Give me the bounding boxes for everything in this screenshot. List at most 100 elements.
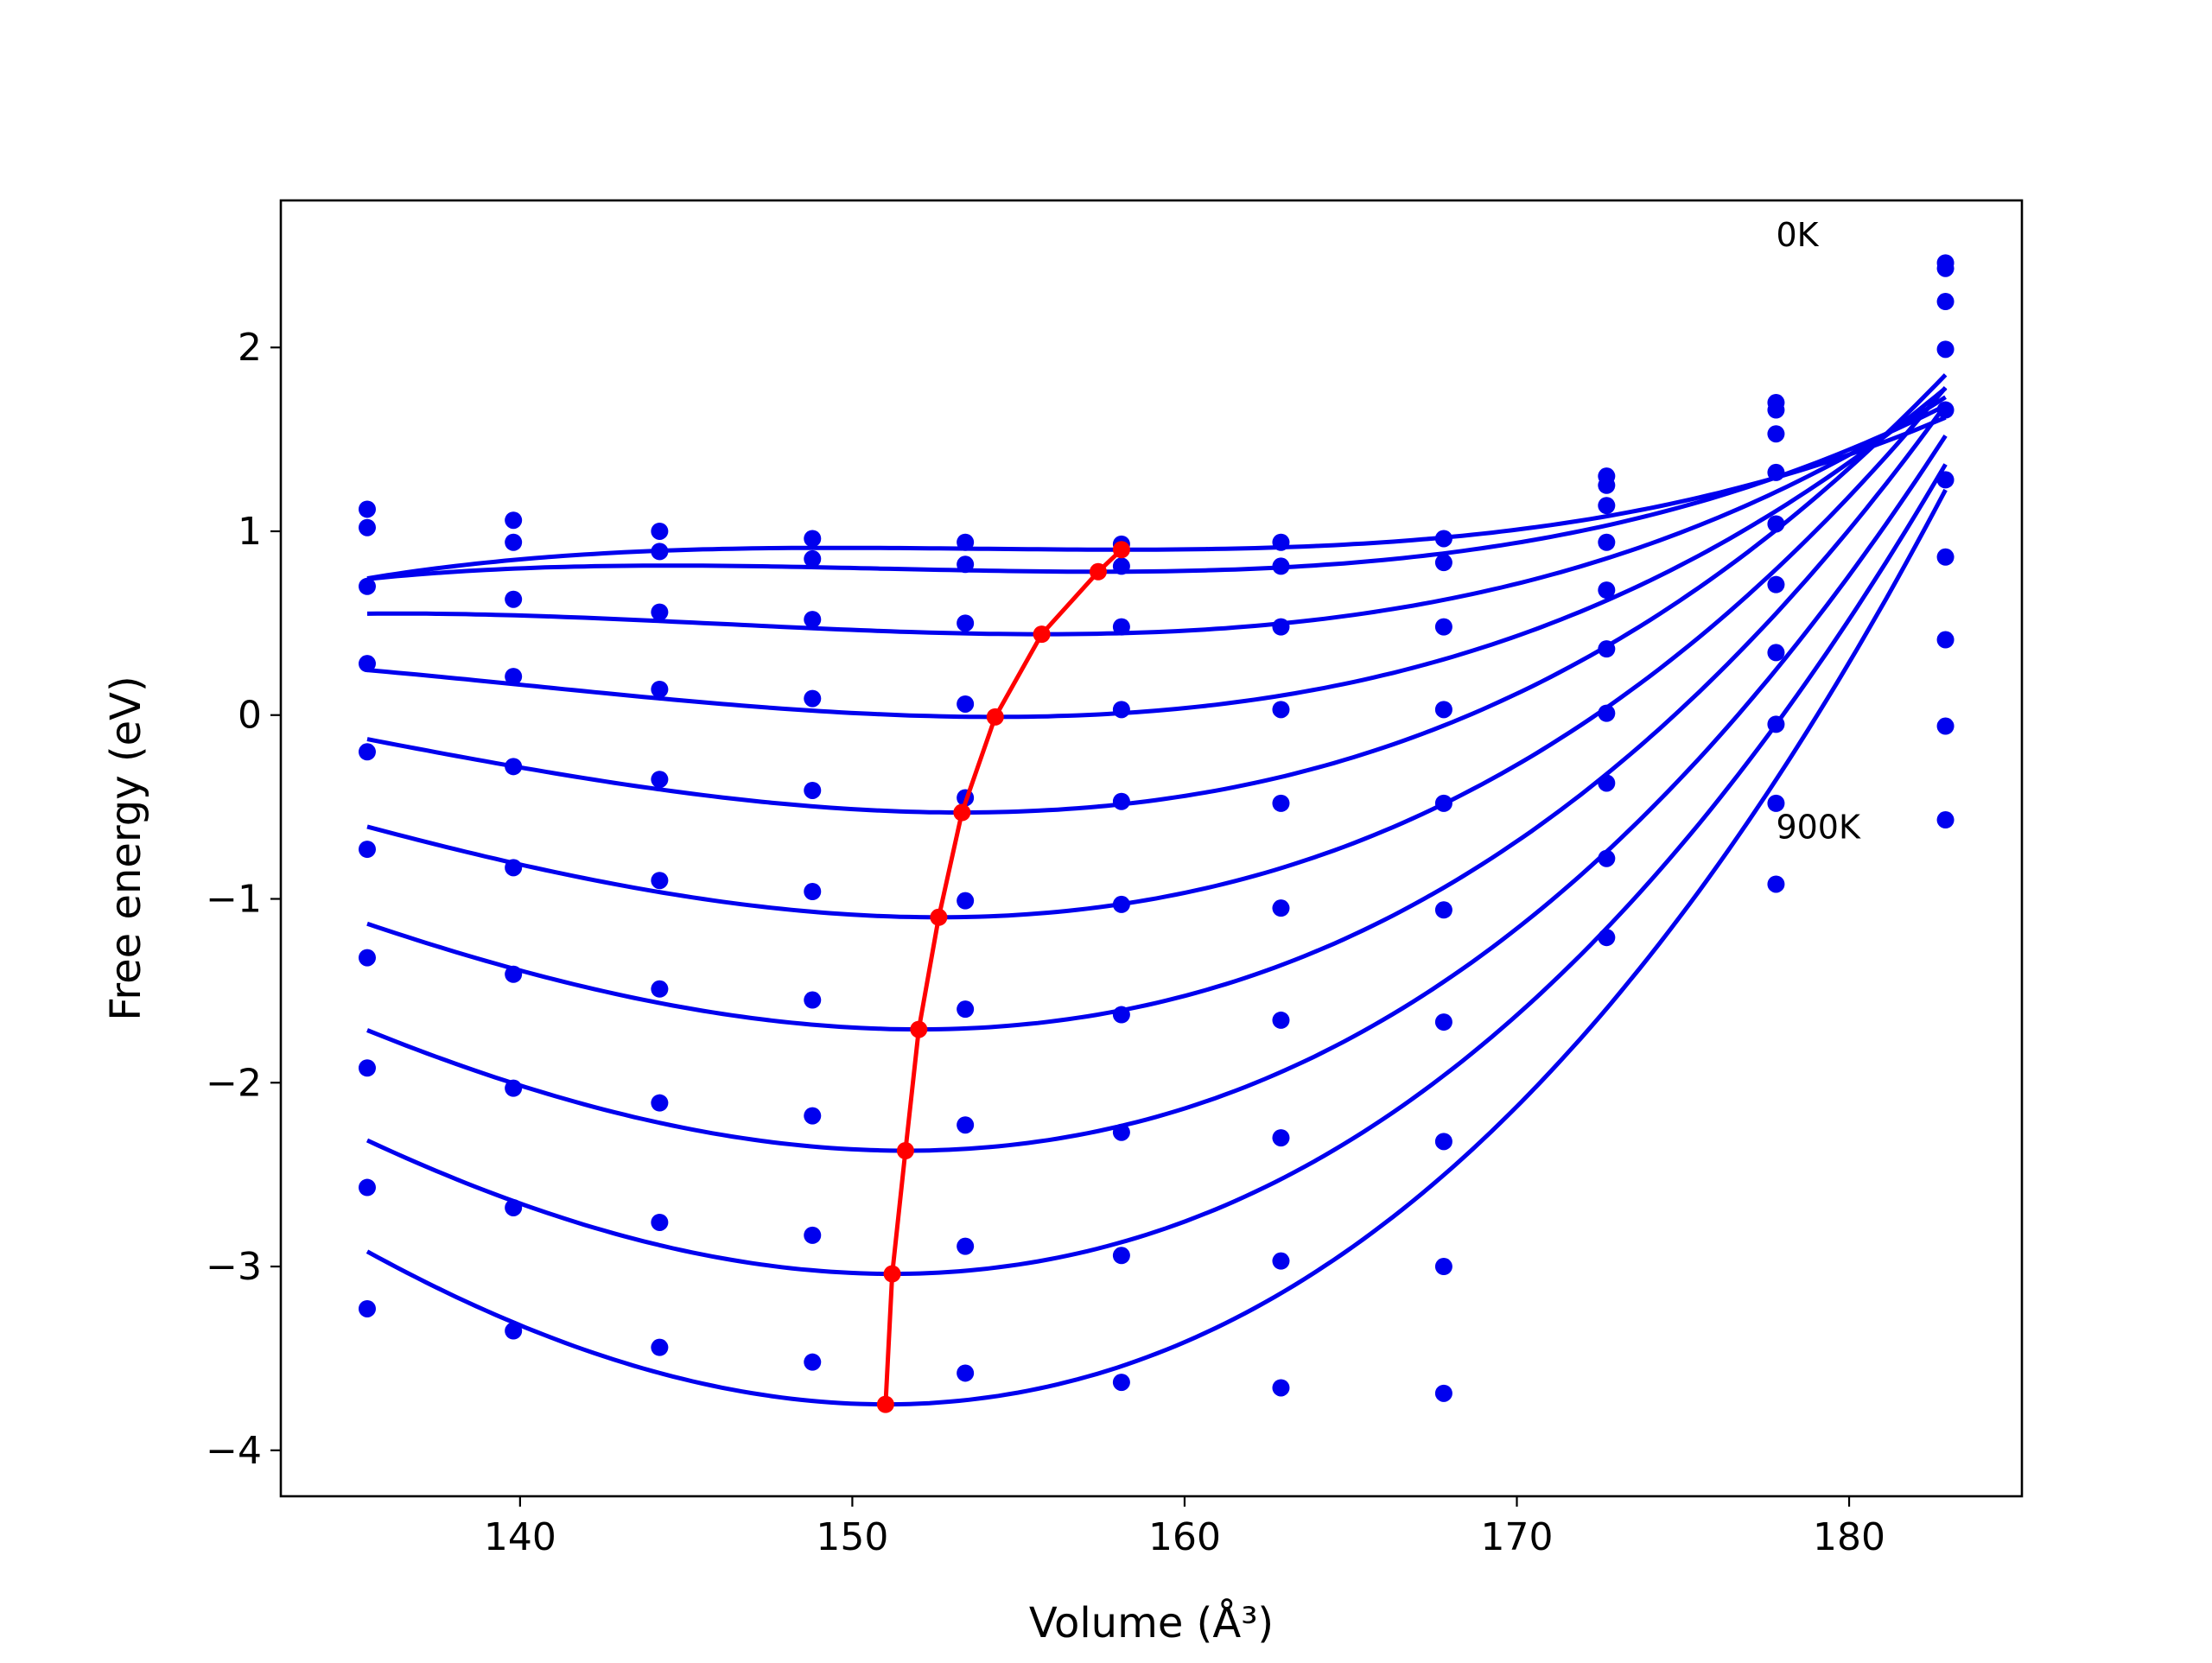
data-point-series-8-1 [505, 1198, 523, 1216]
data-point-series-4-8 [1598, 581, 1616, 600]
data-point-series-3-3 [804, 689, 822, 708]
data-point-series-2-10 [1936, 293, 1955, 311]
data-point-series-4-6 [1272, 794, 1290, 812]
y-tick-label-1: −3 [206, 1245, 262, 1289]
y-tick-label-5: 1 [238, 510, 262, 554]
data-point-series-0-3 [804, 530, 822, 548]
axis-ticks: 140 150 160 170 180 −4 −3 −2 −1 0 1 2 [206, 326, 1885, 1559]
data-point-series-1-5 [1112, 557, 1130, 575]
data-point-series-2-8 [1598, 497, 1616, 515]
data-point-series-4-2 [651, 771, 669, 789]
data-point-series-1-6 [1272, 557, 1290, 575]
data-point-series-5-6 [1272, 899, 1290, 917]
data-point-series-4-5 [1112, 792, 1130, 810]
data-point-series-9-9 [1767, 875, 1785, 893]
data-point-series-7-7 [1434, 1133, 1452, 1151]
data-point-series-4-9 [1767, 515, 1785, 533]
plot-marks [358, 254, 1955, 1413]
data-point-series-2-3 [804, 611, 822, 629]
y-tick-label-6: 2 [238, 326, 262, 370]
data-point-series-8-5 [1112, 1247, 1130, 1265]
minimum-point-3 [986, 708, 1004, 726]
annotation-0k: 0K [1776, 216, 1819, 254]
data-point-series-5-1 [505, 859, 523, 877]
data-point-series-1-3 [804, 549, 822, 568]
data-point-series-8-3 [804, 1226, 822, 1244]
data-point-series-8-0 [358, 1178, 376, 1196]
data-point-series-9-1 [505, 1322, 523, 1340]
data-point-series-3-2 [651, 680, 669, 698]
data-point-series-2-6 [1272, 618, 1290, 636]
fit-curve-4 [366, 373, 1948, 815]
data-point-series-4-3 [804, 781, 822, 799]
x-tick-label-2: 160 [1148, 1515, 1221, 1559]
data-point-series-9-0 [358, 1299, 376, 1317]
data-point-series-3-0 [358, 655, 376, 673]
data-point-series-3-9 [1767, 463, 1785, 481]
data-point-series-2-5 [1112, 618, 1130, 636]
fit-curve-7 [366, 435, 1948, 1153]
data-point-series-8-10 [1936, 717, 1955, 735]
data-point-series-6-3 [804, 991, 822, 1009]
y-tick-label-0: −4 [206, 1429, 262, 1473]
data-point-series-8-9 [1767, 794, 1785, 812]
data-point-series-6-8 [1598, 704, 1616, 722]
data-point-series-6-6 [1272, 1011, 1290, 1029]
data-point-series-1-2 [651, 543, 669, 561]
data-point-series-0-6 [1272, 533, 1290, 551]
fit-curve-9 [365, 488, 1948, 1407]
data-point-series-3-6 [1272, 701, 1290, 719]
axes-frame [279, 199, 2024, 1498]
data-point-series-7-3 [804, 1107, 822, 1125]
data-point-series-0-4 [957, 533, 975, 551]
fit-curve-8 [365, 463, 1948, 1277]
data-point-series-3-10 [1936, 340, 1955, 359]
data-point-series-6-0 [358, 949, 376, 967]
x-tick-label-1: 150 [816, 1515, 888, 1559]
data-point-series-9-8 [1598, 929, 1616, 947]
data-point-series-5-7 [1434, 901, 1452, 919]
y-tick-label-3: −1 [206, 878, 262, 922]
minimum-point-6 [910, 1020, 928, 1038]
data-point-series-5-0 [358, 841, 376, 859]
data-point-series-7-6 [1272, 1129, 1290, 1147]
data-point-series-6-4 [957, 1000, 975, 1019]
minimum-path-line [883, 548, 1123, 1405]
data-point-series-6-9 [1767, 644, 1785, 662]
data-point-series-8-2 [651, 1213, 669, 1231]
data-point-series-3-8 [1598, 533, 1616, 551]
annotation-900k: 900K [1776, 808, 1861, 846]
data-point-series-0-0 [358, 500, 376, 518]
data-point-series-8-4 [957, 1237, 975, 1255]
data-point-series-3-1 [505, 668, 523, 686]
data-point-series-7-1 [505, 1079, 523, 1097]
data-point-series-2-4 [957, 614, 975, 632]
data-point-series-1-7 [1434, 554, 1452, 572]
data-point-series-7-4 [957, 1116, 975, 1134]
data-point-series-6-5 [1112, 1006, 1130, 1024]
data-point-series-0-2 [651, 522, 669, 540]
data-point-series-1-0 [358, 518, 376, 536]
fit-curve-2 [366, 395, 1947, 637]
fit-curve-3 [366, 386, 1948, 720]
x-tick-label-4: 180 [1813, 1515, 1885, 1559]
data-point-series-1-10 [1936, 259, 1955, 277]
data-point-series-9-4 [957, 1364, 975, 1382]
data-point-series-2-1 [505, 590, 523, 608]
y-axis-title: Free energy (eV) [102, 676, 150, 1020]
data-point-series-5-10 [1936, 471, 1955, 489]
fit-curve-5 [366, 385, 1948, 920]
data-point-series-2-9 [1767, 425, 1785, 443]
data-point-series-6-10 [1936, 548, 1955, 566]
data-point-series-4-1 [505, 758, 523, 776]
minimum-point-8 [883, 1265, 901, 1283]
data-point-series-1-1 [505, 533, 523, 551]
data-point-series-1-4 [957, 555, 975, 574]
data-point-series-7-0 [358, 1059, 376, 1077]
data-point-series-8-8 [1598, 849, 1616, 867]
data-point-series-5-2 [651, 872, 669, 890]
data-point-series-2-0 [358, 577, 376, 595]
minimum-point-4 [953, 803, 971, 822]
data-point-series-7-5 [1112, 1123, 1130, 1141]
